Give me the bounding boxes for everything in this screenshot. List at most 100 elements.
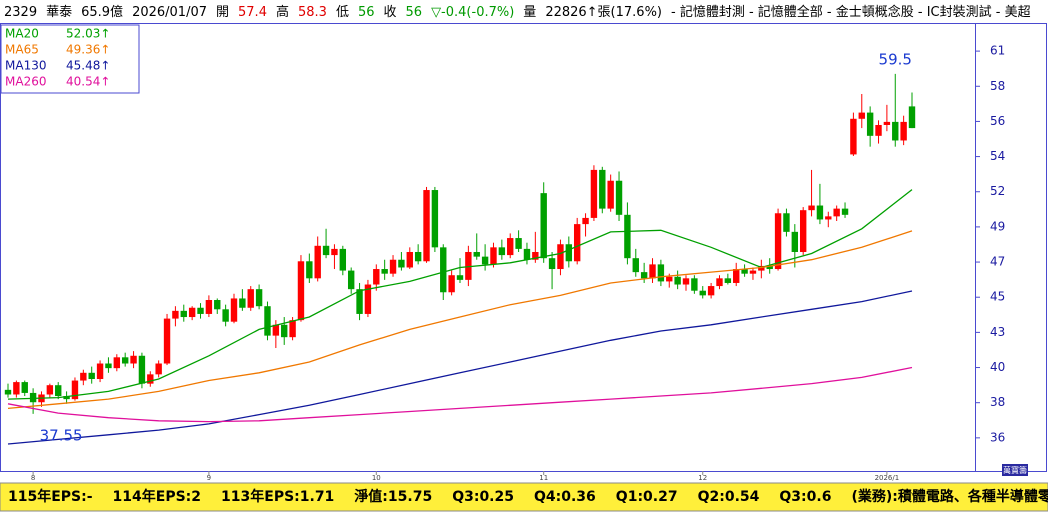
candle-body xyxy=(163,318,171,364)
candles xyxy=(4,73,916,414)
candle-body xyxy=(46,385,54,395)
candle-body xyxy=(649,264,656,279)
candle-body xyxy=(222,309,229,322)
candle-body xyxy=(783,213,790,232)
candle-body xyxy=(657,264,665,282)
candle-body xyxy=(557,244,564,270)
plot-frame xyxy=(0,23,1047,472)
candle-body xyxy=(331,248,338,256)
header-item: ▽-0.4(-0.7%) xyxy=(431,5,514,20)
legend: MA20 52.03↑ MA65 49.36↑ MA130 45.48↑ MA260 40.5… xyxy=(0,24,140,94)
footer-item: Q4:0.36 xyxy=(534,489,596,505)
ma-line xyxy=(7,290,913,445)
legend-name: MA65 xyxy=(5,43,39,57)
candle-body xyxy=(833,208,840,217)
candle-body xyxy=(247,289,254,308)
ma-line xyxy=(7,366,913,423)
footer-item: Q3:0.25 xyxy=(452,489,514,505)
candle-body xyxy=(230,298,238,322)
candle-body xyxy=(188,307,196,318)
header-item: 收 xyxy=(384,5,397,20)
header-item: 57.4 xyxy=(238,5,267,20)
month-tick-label: 2026/1 xyxy=(875,474,900,482)
candle-body xyxy=(71,380,79,400)
candle-body xyxy=(138,355,146,384)
candle-body xyxy=(21,382,28,393)
candle-body xyxy=(147,374,154,384)
candle-body xyxy=(364,284,372,314)
logo-box xyxy=(1002,464,1028,476)
header-item: 56 xyxy=(358,5,375,20)
header-line: 2329 華泰 65.9億 2026/01/07 開 57.4 高 58.3 低 56 收 56 ▽-0… xyxy=(4,4,1031,20)
candle-body xyxy=(607,180,614,209)
candle-body xyxy=(29,392,37,403)
header-item: 56 xyxy=(406,5,423,20)
candle-body xyxy=(615,180,623,215)
candle-body xyxy=(13,382,20,395)
candle-body xyxy=(749,270,757,274)
month-tick-label: 9 xyxy=(207,474,211,482)
candle-body xyxy=(515,238,522,249)
month-tick-label: 8 xyxy=(31,474,35,482)
candle-body xyxy=(866,112,874,136)
candle-body xyxy=(481,256,489,265)
candle-body xyxy=(590,169,598,218)
candle-body xyxy=(264,306,271,336)
footer-item: 115年EPS:- xyxy=(8,488,93,505)
legend-value: 52.03↑ xyxy=(66,27,110,41)
candle-body xyxy=(121,357,129,364)
candle-body xyxy=(214,300,221,310)
high-annotation: 59.5 xyxy=(879,50,912,68)
candle-body xyxy=(532,251,539,260)
candle-body xyxy=(850,118,857,155)
candle-body xyxy=(799,210,807,252)
candle-body xyxy=(406,251,413,268)
month-tick-label: 11 xyxy=(539,474,548,482)
footer-item: 114年EPS:2 xyxy=(113,488,201,505)
low-annotation: 37.55 xyxy=(40,426,83,444)
candle-body xyxy=(389,259,397,274)
month-tick-label: 10 xyxy=(372,474,381,482)
header-item: 低 xyxy=(336,5,349,20)
legend-box xyxy=(0,24,140,94)
header-item: 量 xyxy=(523,5,536,20)
y-tick-label: 54 xyxy=(990,149,1005,163)
candle-body xyxy=(707,286,715,296)
candle-body xyxy=(808,205,815,211)
y-tick-label: 45 xyxy=(990,290,1005,304)
candle-body xyxy=(347,270,355,290)
candle-body xyxy=(766,265,773,270)
candle-body xyxy=(180,310,187,318)
candle-body xyxy=(314,245,321,279)
header-item: 2026/01/07 xyxy=(132,5,207,20)
footer-item: Q1:0.27 xyxy=(616,489,678,505)
candle-body xyxy=(716,278,723,287)
candle-body xyxy=(431,190,439,248)
candle-body xyxy=(105,363,112,369)
candle-body xyxy=(908,106,916,129)
candle-body xyxy=(774,213,782,270)
candle-body xyxy=(272,324,280,336)
y-tick-label: 49 xyxy=(990,219,1005,233)
legend-value: 45.48↑ xyxy=(66,59,110,73)
candle-body xyxy=(381,269,388,274)
header-item: - 記憶體封測 - 記憶體全部 - 金士頓概念股 - IC封裝測試 - 美超 xyxy=(671,4,1031,20)
candle-body xyxy=(80,372,87,381)
candle-body xyxy=(632,258,639,273)
candle-body xyxy=(816,205,824,220)
candle-body xyxy=(96,363,104,379)
candle-body xyxy=(791,231,799,252)
header-item: 65.9億 xyxy=(81,4,123,20)
candle-body xyxy=(523,248,531,260)
legend-value: 40.54↑ xyxy=(66,75,110,89)
candle-body xyxy=(197,307,204,314)
header-item: 高 xyxy=(276,4,289,20)
footer-bar xyxy=(0,482,1048,512)
candle-body xyxy=(548,258,556,270)
candle-body xyxy=(398,259,405,268)
candle-body xyxy=(599,169,606,209)
logo: 萬寶籌 xyxy=(1003,465,1027,475)
header-item: 2329 xyxy=(4,5,37,20)
y-tick-label: 43 xyxy=(990,325,1005,339)
legend-value: 49.36↑ xyxy=(66,43,110,57)
